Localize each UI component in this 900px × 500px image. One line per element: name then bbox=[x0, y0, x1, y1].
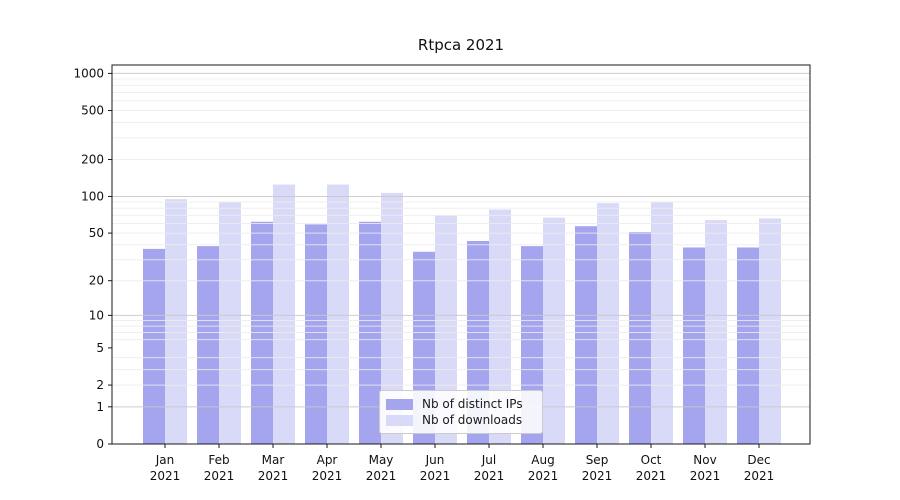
y-tick-label-1000: 1000 bbox=[73, 66, 104, 80]
bar-downloads-may bbox=[381, 192, 403, 444]
x-tick-label-year-aug: 2021 bbox=[528, 469, 559, 483]
y-tick-label-200: 200 bbox=[81, 153, 104, 167]
y-tick-label-20: 20 bbox=[89, 274, 104, 288]
bar-distinct-ips-oct bbox=[629, 232, 651, 444]
x-tick-label-month-jun: Jun bbox=[425, 453, 445, 467]
legend-item-downloads: Nb of downloads bbox=[386, 412, 534, 428]
chart-title: Rtpca 2021 bbox=[417, 36, 505, 54]
bar-downloads-jan bbox=[165, 199, 187, 444]
x-tick-label-month-dec: Dec bbox=[747, 453, 770, 467]
bar-distinct-ips-jan bbox=[143, 248, 165, 444]
legend: Nb of distinct IPs Nb of downloads bbox=[379, 390, 543, 434]
x-tick-label-year-sep: 2021 bbox=[582, 469, 613, 483]
x-tick-label-month-feb: Feb bbox=[208, 453, 229, 467]
legend-label-downloads: Nb of downloads bbox=[422, 413, 523, 427]
bar-downloads-feb bbox=[219, 202, 241, 444]
legend-item-distinct-ips: Nb of distinct IPs bbox=[386, 396, 534, 412]
plot-border bbox=[111, 64, 811, 445]
x-tick-label-year-jan: 2021 bbox=[150, 469, 181, 483]
bar-downloads-sep bbox=[597, 203, 619, 444]
x-tick-label-month-may: May bbox=[369, 453, 394, 467]
x-tick-label-month-oct: Oct bbox=[641, 453, 662, 467]
bar-distinct-ips-dec bbox=[737, 247, 759, 444]
bar-downloads-oct bbox=[651, 202, 673, 444]
bar-distinct-ips-feb bbox=[197, 246, 219, 444]
x-tick-label-year-jul: 2021 bbox=[474, 469, 505, 483]
x-tick-label-year-nov: 2021 bbox=[690, 469, 721, 483]
y-tick-label-5: 5 bbox=[96, 341, 104, 355]
x-tick-label-year-dec: 2021 bbox=[744, 469, 775, 483]
bar-distinct-ips-apr bbox=[305, 224, 327, 444]
bar-downloads-aug bbox=[543, 217, 565, 444]
y-tick-label-1: 1 bbox=[96, 400, 104, 414]
x-tick-label-month-apr: Apr bbox=[317, 453, 338, 467]
x-tick-label-month-nov: Nov bbox=[693, 453, 716, 467]
bar-distinct-ips-sep bbox=[575, 226, 597, 444]
bar-downloads-mar bbox=[273, 184, 295, 445]
x-tick-label-year-apr: 2021 bbox=[312, 469, 343, 483]
x-tick-label-year-may: 2021 bbox=[366, 469, 397, 483]
x-tick-label-month-sep: Sep bbox=[586, 453, 609, 467]
x-tick-label-month-jul: Jul bbox=[481, 453, 496, 467]
y-tick-label-10: 10 bbox=[89, 308, 104, 322]
y-tick-label-0: 0 bbox=[96, 437, 104, 451]
x-tick-label-month-mar: Mar bbox=[262, 453, 285, 467]
x-tick-label-month-aug: Aug bbox=[531, 453, 554, 467]
legend-swatch-downloads bbox=[386, 414, 413, 426]
y-tick-label-100: 100 bbox=[81, 189, 104, 203]
y-tick-label-50: 50 bbox=[89, 226, 104, 240]
x-tick-label-year-mar: 2021 bbox=[258, 469, 289, 483]
bar-downloads-dec bbox=[759, 218, 781, 444]
bar-downloads-apr bbox=[327, 184, 349, 445]
bar-distinct-ips-nov bbox=[683, 247, 705, 444]
legend-swatch-distinct-ips bbox=[386, 398, 413, 410]
bar-downloads-jun bbox=[435, 215, 457, 444]
legend-label-distinct-ips: Nb of distinct IPs bbox=[422, 397, 523, 411]
y-tick-label-500: 500 bbox=[81, 104, 104, 118]
y-tick-label-2: 2 bbox=[96, 378, 104, 392]
x-tick-label-year-feb: 2021 bbox=[204, 469, 235, 483]
x-tick-label-year-oct: 2021 bbox=[636, 469, 667, 483]
x-tick-label-year-jun: 2021 bbox=[420, 469, 451, 483]
x-tick-label-month-jan: Jan bbox=[155, 453, 175, 467]
